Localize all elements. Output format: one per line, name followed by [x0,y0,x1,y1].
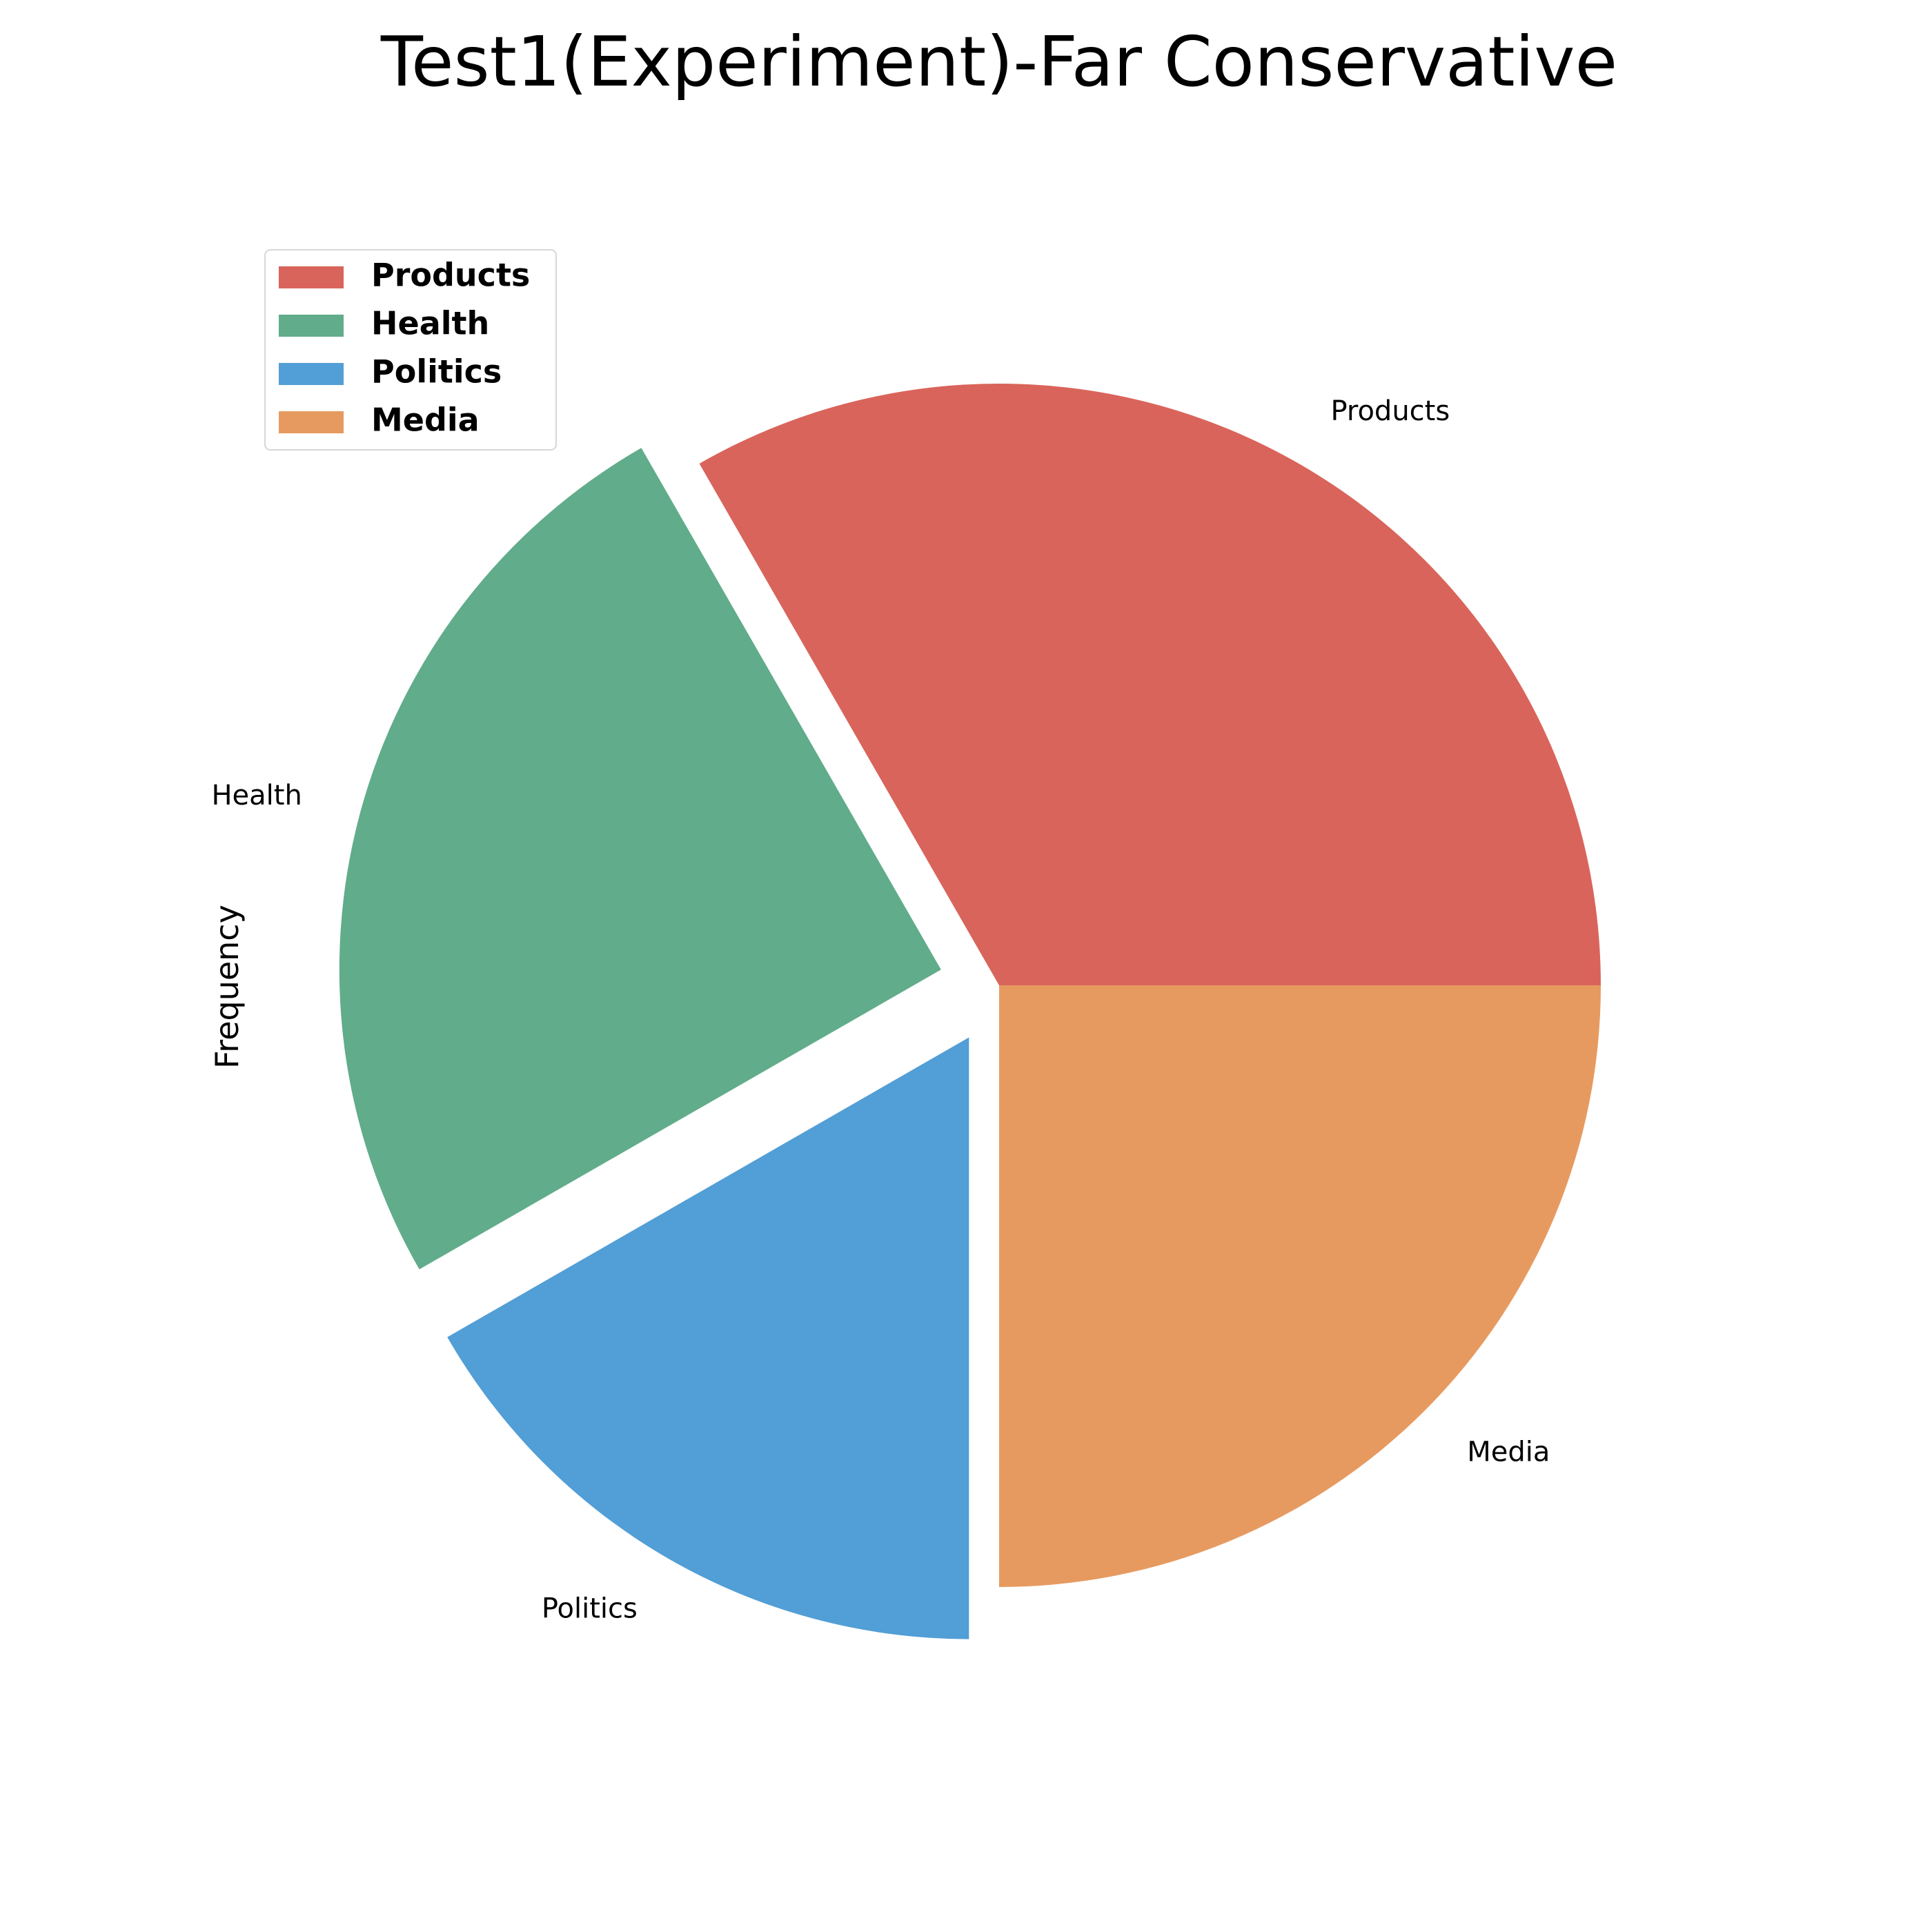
slice-label-media: Media [1467,1436,1550,1468]
legend-swatch-media [279,411,344,433]
legend-label-products: Products [371,257,530,294]
pie-slice-health [339,448,941,1270]
legend-swatch-products [279,266,344,288]
pie-slice-labels: Products Health Politics Media [211,395,1550,1625]
pie-slice-politics [447,1037,969,1639]
slice-label-politics: Politics [542,1593,638,1625]
legend-label-politics: Politics [371,353,502,391]
chart-title: Test1(Experiment)-Far Conservative [380,21,1617,102]
legend-swatch-health [279,315,344,337]
legend-swatch-politics [279,363,344,385]
legend-label-health: Health [371,305,489,342]
slice-label-products: Products [1330,395,1450,427]
y-axis-label: Frequency [208,905,246,1069]
legend-items: Products Health Politics Media [279,257,530,439]
pie-slice-media [999,985,1601,1587]
legend: Products Health Politics Media [264,249,557,451]
pie-slices [339,384,1601,1639]
legend-label-media: Media [371,402,480,439]
pie-slice-products [699,384,1601,985]
legend-frame [264,249,557,451]
slice-label-health: Health [211,780,302,811]
